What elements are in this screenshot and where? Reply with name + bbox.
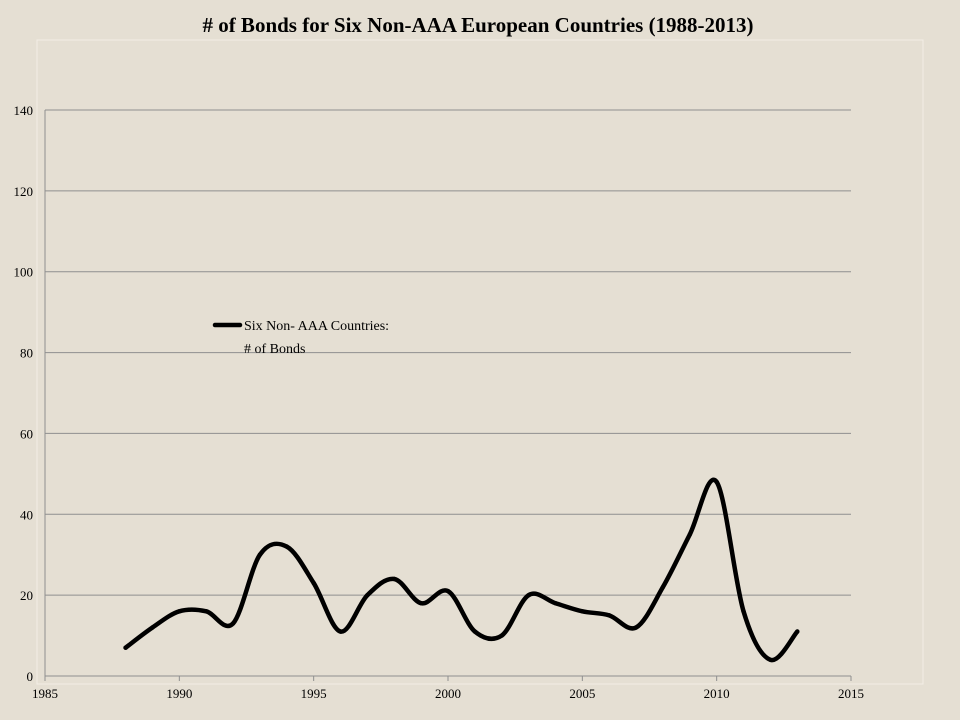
data-point — [472, 629, 478, 634]
data-point — [311, 580, 316, 586]
data-point — [445, 588, 451, 594]
x-tick-label: 1990 — [166, 686, 192, 701]
y-tick-labels: 0 20 40 60 80 100 120 140 — [14, 103, 34, 684]
data-point — [338, 629, 343, 634]
data-point — [795, 629, 800, 634]
chart-frame — [36, 39, 924, 685]
y-tick-label: 120 — [14, 184, 34, 199]
axes — [44, 110, 852, 681]
x-tick-label: 1995 — [301, 686, 327, 701]
data-point — [418, 601, 424, 606]
x-tick-label: 2005 — [569, 686, 595, 701]
x-tick-label: 2000 — [435, 686, 461, 701]
data-point — [633, 625, 639, 630]
y-tick-label: 20 — [20, 588, 33, 603]
y-tick-label: 100 — [14, 265, 34, 280]
data-point — [580, 609, 585, 614]
data-point — [257, 552, 263, 557]
chart-title: # of Bonds for Six Non-AAA European Coun… — [202, 13, 753, 37]
data-point — [123, 645, 128, 650]
data-point — [150, 625, 155, 630]
x-tick-label: 1985 — [32, 686, 58, 701]
data-point — [392, 576, 397, 582]
data-point — [499, 633, 504, 638]
y-tick-label: 140 — [14, 103, 34, 118]
data-point — [768, 657, 773, 663]
gridlines — [45, 109, 851, 596]
y-tick-label: 60 — [20, 426, 33, 441]
legend-label-line-2: # of Bonds — [244, 342, 305, 357]
series-line — [123, 477, 800, 663]
data-point — [365, 592, 370, 598]
x-tick-labels: 1985 1990 1995 2000 2005 2010 2015 — [32, 686, 864, 701]
legend-label-line-1: Six Non- AAA Countries: — [244, 319, 389, 334]
data-point — [284, 544, 289, 549]
data-point — [714, 479, 719, 485]
series-layer — [123, 477, 800, 663]
data-point — [741, 609, 746, 614]
data-point — [526, 592, 531, 598]
data-point — [230, 621, 236, 626]
data-point — [607, 613, 612, 618]
data-point — [660, 584, 666, 590]
data-point — [553, 601, 558, 606]
data-point — [204, 609, 209, 614]
x-tick-label: 2015 — [838, 686, 864, 701]
y-tick-label: 80 — [20, 346, 33, 361]
legend: Six Non- AAA Countries: # of Bonds — [212, 319, 389, 357]
data-point — [687, 532, 692, 537]
y-tick-label: 0 — [27, 669, 34, 684]
x-tick-label: 2010 — [704, 686, 730, 701]
data-point — [177, 609, 182, 614]
y-tick-label: 40 — [20, 507, 33, 522]
